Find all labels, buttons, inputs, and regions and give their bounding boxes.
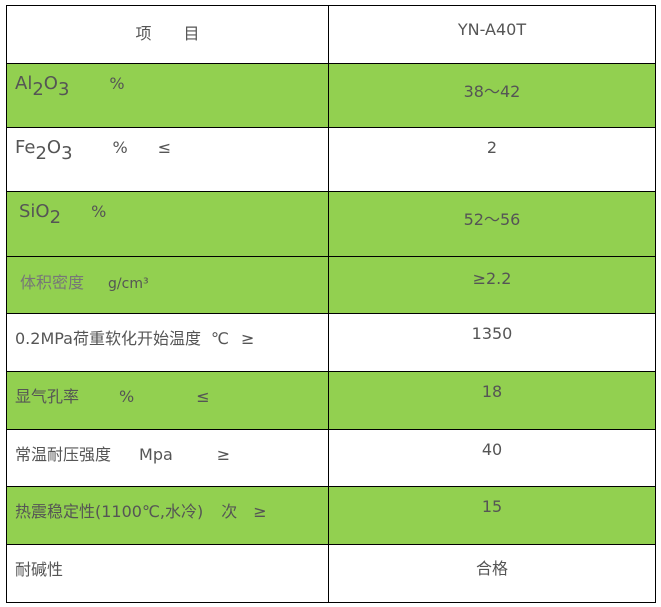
table-row: 体积密度 g/cm³ ≥2.2 bbox=[6, 256, 656, 314]
property-label: 0.2MPa荷重软化开始温度 ℃ ≥ bbox=[6, 313, 329, 372]
unit: Mpa bbox=[139, 445, 173, 464]
label-text: 常温耐压强度 bbox=[15, 445, 112, 464]
table-row: 热震稳定性(1100℃,水冷) 次 ≥ 15 bbox=[6, 486, 656, 545]
property-value: ≥2.2 bbox=[328, 256, 656, 314]
comparison-sign: ≥ bbox=[240, 329, 255, 348]
property-label: SiO2% bbox=[6, 191, 329, 257]
property-value: 52～56 bbox=[328, 191, 656, 257]
table-row: SiO2% 52～56 bbox=[6, 191, 656, 257]
table-row: 耐碱性 合格 bbox=[6, 544, 656, 603]
property-value: 38～42 bbox=[328, 63, 656, 128]
comparison-sign: ≤ bbox=[157, 138, 172, 157]
unit: % bbox=[119, 387, 135, 406]
unit: % bbox=[109, 74, 125, 93]
unit: g/cm³ bbox=[108, 276, 149, 292]
formula-text: SiO bbox=[19, 201, 50, 222]
property-label: 耐碱性 bbox=[6, 544, 329, 603]
property-value: 合格 bbox=[328, 544, 656, 603]
header-row: 项 目 YN-A40T bbox=[6, 5, 656, 64]
formula-text: Al bbox=[15, 73, 33, 94]
subscript: 2 bbox=[32, 79, 44, 100]
property-value: 1350 bbox=[328, 313, 656, 372]
unit: 次 bbox=[221, 502, 238, 521]
spec-table: 项 目 YN-A40T Al2O3% 38～42 Fe2O3% ≤ 2 SiO2%… bbox=[6, 5, 656, 603]
property-value: 2 bbox=[328, 127, 656, 192]
property-label: 常温耐压强度 Mpa ≥ bbox=[6, 429, 329, 487]
unit: ℃ bbox=[211, 329, 229, 348]
comparison-sign: ≤ bbox=[196, 387, 210, 406]
formula-text: O bbox=[43, 73, 58, 94]
comparison-sign: ≥ bbox=[216, 445, 231, 464]
property-label: 体积密度 g/cm³ bbox=[6, 256, 329, 314]
property-label: Al2O3% bbox=[6, 63, 329, 128]
unit: % bbox=[91, 202, 107, 221]
subscript: 3 bbox=[61, 143, 73, 164]
table-row: 0.2MPa荷重软化开始温度 ℃ ≥ 1350 bbox=[6, 313, 656, 372]
unit: % bbox=[112, 138, 128, 157]
header-item: 项 目 bbox=[6, 5, 329, 64]
property-label: 显气孔率% ≤ bbox=[6, 371, 329, 430]
label-text: 0.2MPa荷重软化开始温度 bbox=[15, 329, 201, 348]
subscript: 3 bbox=[57, 79, 70, 100]
header-model: YN-A40T bbox=[328, 5, 656, 64]
property-value: 40 bbox=[328, 429, 656, 487]
label-text: 耐碱性 bbox=[15, 560, 64, 579]
formula-text: O bbox=[46, 137, 62, 158]
subscript: 2 bbox=[35, 143, 47, 164]
comparison-sign: ≥ bbox=[253, 502, 267, 521]
label-text: 体积密度 bbox=[20, 273, 85, 292]
table-row: Fe2O3% ≤ 2 bbox=[6, 127, 656, 192]
subscript: 2 bbox=[49, 207, 62, 228]
table-row: Al2O3% 38～42 bbox=[6, 63, 656, 128]
property-label: 热震稳定性(1100℃,水冷) 次 ≥ bbox=[6, 486, 329, 545]
property-value: 15 bbox=[328, 486, 656, 545]
label-text: 热震稳定性(1100℃,水冷) bbox=[15, 502, 204, 521]
table-row: 显气孔率% ≤ 18 bbox=[6, 371, 656, 430]
formula-text: Fe bbox=[15, 137, 36, 158]
table-row: 常温耐压强度 Mpa ≥ 40 bbox=[6, 429, 656, 487]
label-text: 显气孔率 bbox=[15, 387, 80, 406]
property-label: Fe2O3% ≤ bbox=[6, 127, 329, 192]
property-value: 18 bbox=[328, 371, 656, 430]
